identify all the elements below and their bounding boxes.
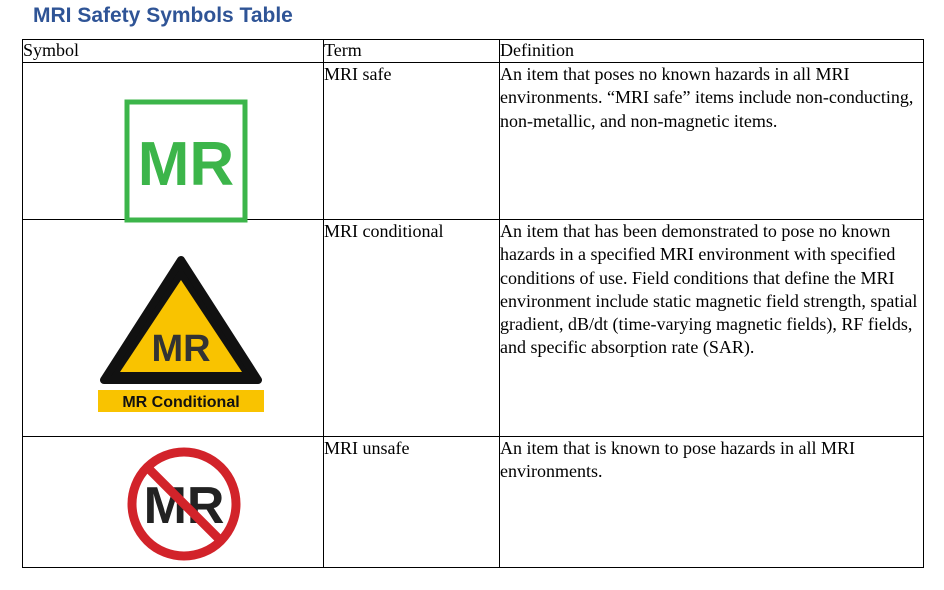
symbol-cell: MR MR Conditional bbox=[22, 219, 324, 437]
definition-cell: An item that has been demonstrated to po… bbox=[499, 219, 924, 437]
mr-safe-icon: MR bbox=[124, 99, 248, 223]
mr-conditional-icon: MR MR Conditional bbox=[98, 252, 264, 420]
table-header-row: Symbol Term Definition bbox=[22, 39, 924, 63]
term-cell: MRI unsafe bbox=[323, 436, 500, 568]
mr-safe-text: MR bbox=[138, 130, 234, 199]
mri-safety-table: Symbol Term Definition MR MRI safe An it… bbox=[22, 39, 924, 568]
definition-cell: An item that is known to pose hazards in… bbox=[499, 436, 924, 568]
mr-conditional-text: MR bbox=[151, 328, 210, 370]
mr-conditional-label: MR Conditional bbox=[122, 394, 239, 411]
definition-cell: An item that poses no known hazards in a… bbox=[499, 62, 924, 220]
table-row: MR MR Conditional MRI conditional An ite… bbox=[22, 219, 924, 437]
mr-unsafe-icon: MR bbox=[125, 445, 243, 563]
header-definition: Definition bbox=[499, 39, 924, 63]
table-row: MR MRI safe An item that poses no known … bbox=[22, 62, 924, 223]
header-symbol: Symbol bbox=[22, 39, 324, 63]
symbol-cell: MR bbox=[22, 436, 324, 568]
term-cell: MRI conditional bbox=[323, 219, 500, 437]
header-term: Term bbox=[323, 39, 500, 63]
symbol-cell: MR bbox=[22, 62, 324, 223]
page-title: MRI Safety Symbols Table bbox=[33, 4, 293, 27]
table-row: MR MRI unsafe An item that is known to p… bbox=[22, 436, 924, 568]
term-cell: MRI safe bbox=[323, 62, 500, 220]
